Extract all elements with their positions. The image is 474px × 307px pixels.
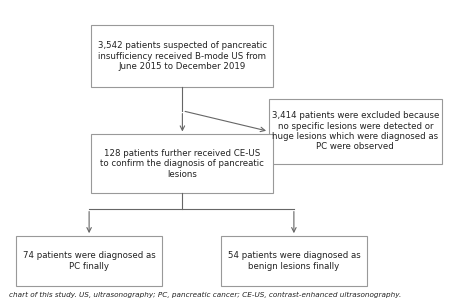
Text: 128 patients further received CE-US
to confirm the diagnosis of pancreatic
lesio: 128 patients further received CE-US to c…	[100, 149, 264, 179]
FancyBboxPatch shape	[91, 25, 273, 87]
Text: chart of this study. US, ultrasonography; PC, pancreatic cancer; CE-US, contrast: chart of this study. US, ultrasonography…	[9, 292, 402, 298]
Text: 3,542 patients suspected of pancreatic
insufficiency received B-mode US from
Jun: 3,542 patients suspected of pancreatic i…	[98, 41, 267, 71]
FancyBboxPatch shape	[221, 236, 367, 286]
FancyBboxPatch shape	[269, 99, 442, 164]
FancyBboxPatch shape	[16, 236, 162, 286]
Text: 54 patients were diagnosed as
benign lesions finally: 54 patients were diagnosed as benign les…	[228, 251, 360, 271]
Text: 74 patients were diagnosed as
PC finally: 74 patients were diagnosed as PC finally	[23, 251, 155, 271]
FancyBboxPatch shape	[91, 134, 273, 193]
Text: 3,414 patients were excluded because
no specific lesions were detected or
huge l: 3,414 patients were excluded because no …	[272, 111, 439, 151]
